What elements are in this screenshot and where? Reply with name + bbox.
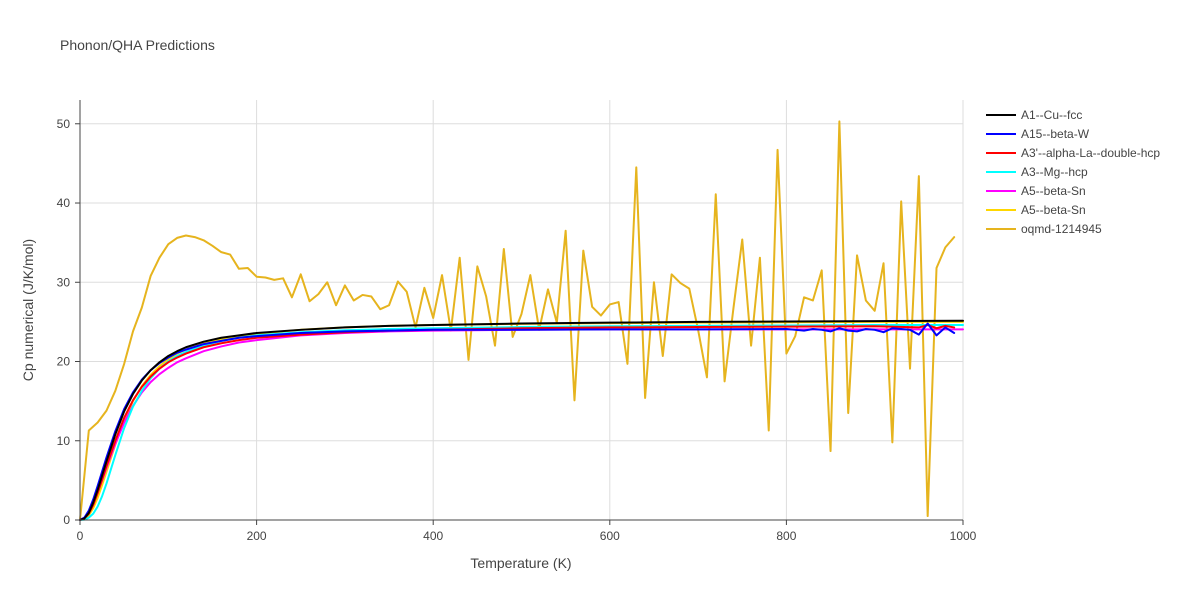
y-tick-label: 0 [63, 513, 70, 527]
legend-label: oqmd-1214945 [1021, 222, 1102, 236]
x-tick-label: 1000 [950, 529, 977, 543]
series-line-2 [79, 324, 956, 521]
y-tick-label: 10 [57, 434, 71, 448]
legend-label: A5--beta-Sn [1021, 203, 1086, 217]
x-tick-label: 0 [77, 529, 84, 543]
y-tick-label: 30 [57, 275, 71, 289]
series-line-6 [79, 120, 956, 521]
legend-label: A15--beta-W [1021, 127, 1090, 141]
x-tick-label: 800 [776, 529, 796, 543]
legend-item[interactable]: A3'--alpha-La--double-hcp [986, 146, 1160, 160]
y-tick-label: 40 [57, 196, 71, 210]
y-tick-label: 20 [57, 355, 71, 369]
axes-layer: 0 200 400 600 800 1000 0 10 20 30 40 50 [57, 100, 977, 543]
legend: A1--Cu--fcc A15--beta-W A3'--alpha-La--dou… [986, 108, 1160, 236]
y-tick-label: 50 [57, 117, 71, 131]
legend-label: A3'--alpha-La--double-hcp [1021, 146, 1160, 160]
x-tick-label: 200 [247, 529, 267, 543]
legend-label: A3--Mg--hcp [1021, 165, 1088, 179]
legend-item[interactable]: A5--beta-Sn [986, 184, 1086, 198]
legend-label: A5--beta-Sn [1021, 184, 1086, 198]
chart-title: Phonon/QHA Predictions [60, 37, 215, 53]
legend-item[interactable]: A5--beta-Sn [986, 203, 1086, 217]
grid-layer [80, 100, 964, 520]
series-layer [79, 120, 964, 521]
legend-item[interactable]: A3--Mg--hcp [986, 165, 1088, 179]
series-line-1 [79, 322, 956, 521]
x-tick-label: 400 [423, 529, 443, 543]
y-axis-title: Cp numerical (J/K/mol) [20, 239, 36, 381]
legend-item[interactable]: oqmd-1214945 [986, 222, 1102, 236]
series-line-3 [79, 324, 964, 521]
legend-item[interactable]: A1--Cu--fcc [986, 108, 1082, 122]
x-axis-title: Temperature (K) [470, 555, 571, 571]
legend-item[interactable]: A15--beta-W [986, 127, 1090, 141]
x-tick-label: 600 [600, 529, 620, 543]
legend-label: A1--Cu--fcc [1021, 108, 1082, 122]
series-line-0 [79, 319, 964, 521]
